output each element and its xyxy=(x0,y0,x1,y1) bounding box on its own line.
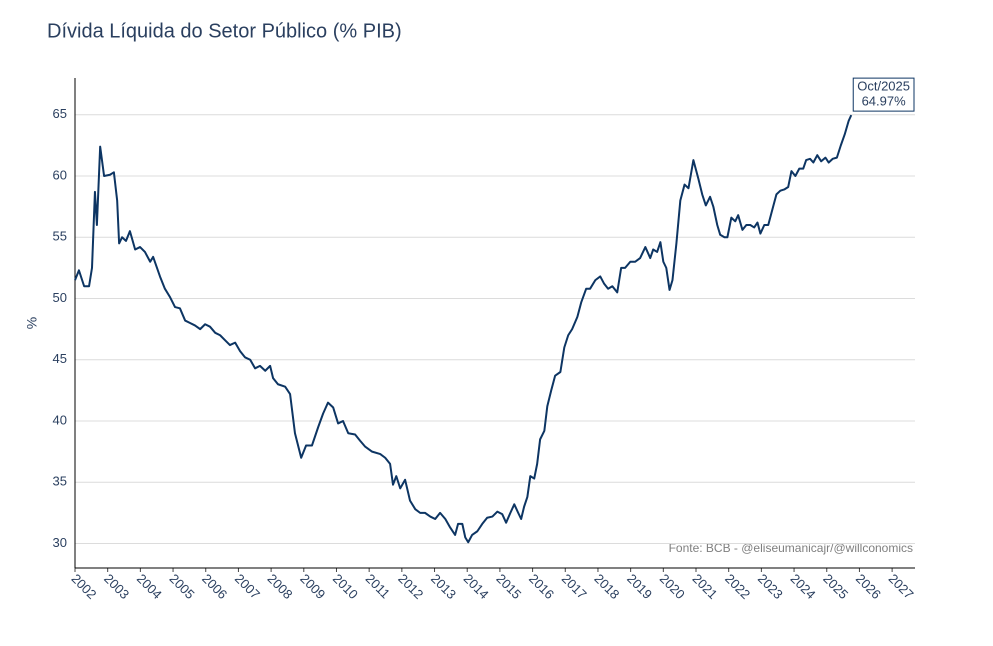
annotation-value: 64.97% xyxy=(862,94,907,109)
x-tick-label: 2019 xyxy=(624,571,655,602)
y-tick-label: 35 xyxy=(53,474,67,489)
x-tick-label: 2022 xyxy=(722,571,753,602)
y-tick-label: 55 xyxy=(53,229,67,244)
x-tick-label: 2005 xyxy=(167,571,198,602)
x-tick-label: 2012 xyxy=(395,571,426,602)
x-tick-label: 2009 xyxy=(297,571,328,602)
annotation-box xyxy=(852,77,915,112)
x-tick-label: 2006 xyxy=(199,571,230,602)
y-tick-label: 65 xyxy=(53,106,67,121)
x-tick-label: 2002 xyxy=(68,571,99,602)
x-tick-label: 2024 xyxy=(788,571,819,602)
y-tick-label: 50 xyxy=(53,290,67,305)
x-tick-label: 2010 xyxy=(330,571,361,602)
x-tick-label: 2015 xyxy=(493,571,524,602)
x-tick-label: 2007 xyxy=(232,571,263,602)
x-tick-label: 2018 xyxy=(591,571,622,602)
x-tick-label: 2023 xyxy=(755,571,786,602)
x-tick-label: 2026 xyxy=(853,571,884,602)
x-tick-label: 2016 xyxy=(526,571,557,602)
x-tick-label: 2008 xyxy=(265,571,296,602)
source-note: Fonte: BCB - @eliseumanicajr/@willconomi… xyxy=(669,541,913,555)
y-tick-label: 60 xyxy=(53,167,67,182)
x-tick-label: 2021 xyxy=(689,571,720,602)
y-axis-label: % xyxy=(24,317,40,329)
x-tick-label: 2025 xyxy=(820,571,851,602)
x-tick-label: 2014 xyxy=(461,571,492,602)
x-tick-label: 2011 xyxy=(363,571,393,601)
x-tick-label: 2004 xyxy=(134,571,165,602)
annotation-label: Oct/2025 xyxy=(857,79,910,94)
x-tick-label: 2020 xyxy=(657,571,688,602)
x-tick-label: 2017 xyxy=(559,571,590,602)
x-tick-label: 2003 xyxy=(101,571,132,602)
chart-title: Dívida Líquida do Setor Público (% PIB) xyxy=(47,20,402,42)
y-tick-label: 45 xyxy=(53,351,67,366)
y-tick-label: 30 xyxy=(53,535,67,550)
data-line xyxy=(74,114,853,544)
y-tick-label: 40 xyxy=(53,412,67,427)
x-tick-label: 2027 xyxy=(886,571,917,602)
x-tick-label: 2013 xyxy=(428,571,459,602)
